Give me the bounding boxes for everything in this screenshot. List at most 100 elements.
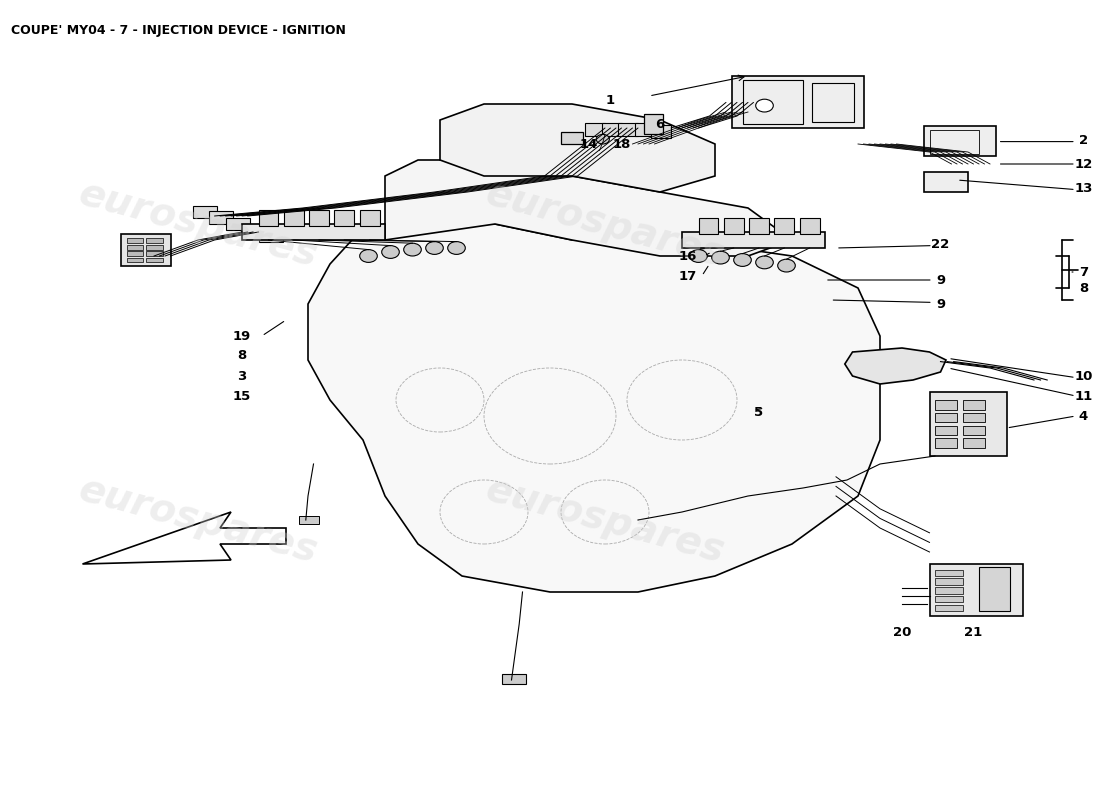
Circle shape <box>734 254 751 266</box>
Bar <box>724 218 744 234</box>
Bar <box>635 123 654 136</box>
Polygon shape <box>308 224 880 592</box>
Bar <box>502 674 526 684</box>
Bar <box>242 224 385 240</box>
Bar <box>284 210 304 226</box>
Bar <box>126 251 143 256</box>
Bar <box>644 114 663 134</box>
Text: 6: 6 <box>656 118 664 130</box>
Bar <box>749 218 769 234</box>
Bar <box>812 83 854 122</box>
Bar <box>258 230 283 242</box>
Bar <box>924 172 968 192</box>
Circle shape <box>756 256 773 269</box>
Bar <box>121 234 170 266</box>
Bar <box>561 132 583 144</box>
Bar <box>935 400 957 410</box>
Bar <box>930 564 1023 616</box>
Bar <box>962 438 984 448</box>
Text: 12: 12 <box>1075 158 1092 170</box>
Bar <box>742 80 803 124</box>
Bar <box>299 516 319 524</box>
Text: 20: 20 <box>893 626 911 638</box>
Text: 22: 22 <box>932 238 949 250</box>
Polygon shape <box>440 104 715 192</box>
Text: 21: 21 <box>965 626 982 638</box>
Bar <box>935 413 957 422</box>
Bar <box>962 400 984 410</box>
Text: 9: 9 <box>936 298 945 310</box>
Bar <box>651 125 671 138</box>
Bar <box>226 218 250 230</box>
Text: 15: 15 <box>233 390 251 402</box>
Text: eurospares: eurospares <box>75 174 321 274</box>
Text: 10: 10 <box>1075 370 1092 382</box>
Polygon shape <box>845 348 946 384</box>
Bar <box>698 218 718 234</box>
Text: 2: 2 <box>1079 134 1088 146</box>
Bar <box>924 126 996 156</box>
Bar <box>126 258 143 262</box>
Bar <box>146 238 163 243</box>
Circle shape <box>448 242 465 254</box>
Bar <box>682 232 825 248</box>
Polygon shape <box>385 160 792 256</box>
Text: 4: 4 <box>1079 410 1088 422</box>
Circle shape <box>712 251 729 264</box>
Bar <box>146 251 163 256</box>
Bar <box>126 245 143 250</box>
Bar <box>126 238 143 243</box>
Text: 18: 18 <box>613 138 630 150</box>
Bar <box>935 596 962 602</box>
Bar <box>242 224 266 237</box>
Bar <box>334 210 354 226</box>
Bar <box>602 123 621 136</box>
Text: 11: 11 <box>1075 390 1092 402</box>
Bar <box>360 210 379 226</box>
Text: COUPE' MY04 - 7 - INJECTION DEVICE - IGNITION: COUPE' MY04 - 7 - INJECTION DEVICE - IGN… <box>11 24 345 37</box>
Circle shape <box>756 99 773 112</box>
Bar <box>800 218 820 234</box>
Text: eurospares: eurospares <box>482 470 728 570</box>
Polygon shape <box>82 512 286 564</box>
Bar <box>962 413 984 422</box>
Text: 13: 13 <box>1075 182 1092 194</box>
Circle shape <box>596 134 609 144</box>
Bar <box>935 570 962 576</box>
Bar <box>935 426 957 435</box>
Bar <box>935 438 957 448</box>
Bar <box>962 426 984 435</box>
Text: 9: 9 <box>936 274 945 286</box>
Bar <box>146 258 163 262</box>
Circle shape <box>778 259 795 272</box>
Text: eurospares: eurospares <box>75 470 321 570</box>
Bar <box>309 210 329 226</box>
Text: 5: 5 <box>755 406 763 418</box>
Bar <box>258 210 278 226</box>
Text: 1: 1 <box>606 94 615 106</box>
Bar <box>192 206 217 218</box>
Bar <box>935 587 962 594</box>
Text: eurospares: eurospares <box>482 174 728 274</box>
Text: 16: 16 <box>679 250 696 262</box>
Circle shape <box>360 250 377 262</box>
Bar <box>732 76 864 128</box>
Text: 3: 3 <box>238 370 246 382</box>
Circle shape <box>404 243 421 256</box>
Bar <box>209 211 233 224</box>
Circle shape <box>426 242 443 254</box>
Text: 7: 7 <box>1079 266 1088 278</box>
Bar <box>930 130 979 154</box>
Bar <box>930 392 1007 456</box>
Bar <box>979 567 1010 611</box>
Text: 17: 17 <box>679 270 696 282</box>
Circle shape <box>690 250 707 262</box>
Text: 14: 14 <box>580 138 597 150</box>
Text: 8: 8 <box>238 350 246 362</box>
Bar <box>935 605 962 611</box>
Text: 8: 8 <box>1079 282 1088 294</box>
Circle shape <box>382 246 399 258</box>
Bar <box>585 123 605 136</box>
Bar <box>146 245 163 250</box>
Text: 19: 19 <box>233 330 251 342</box>
